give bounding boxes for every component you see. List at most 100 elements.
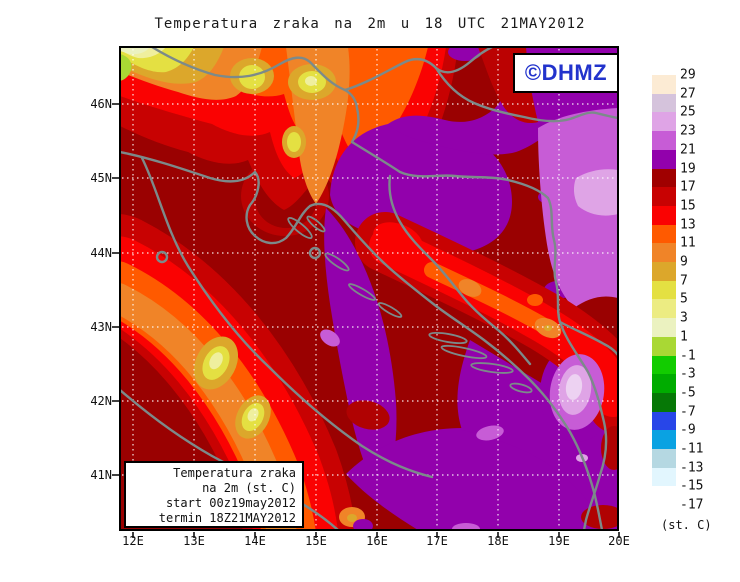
legend-swatch-29: [652, 75, 676, 95]
map-contour-shape: [544, 325, 552, 331]
legend-swatch-9: [652, 262, 676, 282]
legend-label-19: 19: [680, 161, 696, 176]
map-contour-shape: [440, 344, 488, 360]
contour-fills: [120, 47, 618, 530]
legend-label-7: 7: [680, 273, 688, 289]
legend-label-27: 27: [680, 86, 696, 102]
legend-label-11: 11: [680, 235, 696, 251]
axis-ticks: [112, 103, 620, 538]
map-contour-shape: [346, 400, 390, 430]
legend-label--13: -13: [680, 460, 704, 476]
legend-swatch-7: [652, 280, 676, 300]
legend-swatch-25: [652, 112, 676, 132]
map-contour-shape: [120, 54, 132, 81]
lon-label-16E: 16E: [366, 534, 388, 548]
lat-label-45N: 45N: [90, 171, 112, 185]
map-contour-shape: [324, 252, 350, 272]
legend-label-9: 9: [680, 254, 688, 270]
lon-label-18E: 18E: [487, 534, 509, 548]
map-contour-shape: [120, 47, 150, 55]
map-contour-shape: [320, 329, 340, 347]
legend-swatch--9: [652, 430, 676, 450]
lon-label-15E: 15E: [305, 534, 327, 548]
legend-label-25: 25: [680, 104, 696, 120]
map-contour-shape: [573, 169, 618, 216]
info-line-2: na 2m (st. C): [202, 481, 296, 495]
legend-swatch-1: [652, 336, 676, 356]
islands: [287, 215, 533, 394]
legend-swatch-3: [652, 318, 676, 338]
lat-label-41N: 41N: [90, 468, 112, 482]
map-contour-shape: [287, 216, 313, 240]
info-line-4: termin 18Z21MAY2012: [158, 511, 296, 525]
lon-label-12E: 12E: [122, 534, 144, 548]
legend-label-13: 13: [680, 217, 696, 233]
lon-label-14E: 14E: [244, 534, 266, 548]
legend-label-17: 17: [680, 179, 696, 195]
info-line-3: start 00z19may2012: [165, 496, 296, 510]
legend-swatch-21: [652, 149, 676, 169]
border-slovenia: [150, 47, 360, 144]
map-contour-shape: [458, 279, 482, 297]
map-contour-shape: [373, 222, 423, 258]
legend-swatch--5: [652, 392, 676, 413]
map-contour-shape: [353, 519, 373, 530]
map-frame: [119, 46, 619, 531]
legend-swatch--11: [652, 449, 676, 469]
map-contour-shape: [209, 352, 223, 370]
lat-label-46N: 46N: [90, 97, 112, 111]
legend-unit: (st. C): [661, 518, 712, 532]
lat-label-43N: 43N: [90, 320, 112, 334]
map-contour-shape: [428, 331, 468, 345]
map-contour-shape: [476, 425, 504, 441]
legend-label--1: -1: [680, 348, 696, 363]
lon-label-17E: 17E: [426, 534, 448, 548]
legend-swatch-15: [652, 205, 676, 226]
border-bosnia-serbia: [350, 140, 608, 530]
lat-label-44N: 44N: [90, 246, 112, 260]
legend-label-3: 3: [680, 310, 688, 326]
legend-swatch--3: [652, 374, 676, 394]
legend-swatch-19: [652, 168, 676, 188]
map-contour-shape: [527, 294, 543, 306]
map-contour-shape: [306, 215, 326, 233]
map-contour-shape: [348, 283, 376, 301]
legend-swatch-17: [652, 187, 676, 207]
legend-label--5: -5: [680, 385, 696, 401]
map-contour-shape: [452, 523, 480, 530]
legend-label-23: 23: [680, 123, 696, 139]
legend-label--3: -3: [680, 366, 696, 382]
legend-swatch--15: [652, 486, 676, 506]
run-info-box: Temperatura zraka na 2m (st. C) start 00…: [124, 461, 304, 528]
legend-swatch-23: [652, 131, 676, 151]
page-title: Temperatura zraka na 2m u 18 UTC 21MAY20…: [154, 16, 586, 32]
coastlines: [120, 47, 618, 530]
legend-swatch-27: [652, 93, 676, 113]
map-contour-shape: [305, 76, 317, 86]
lake-outline: [155, 250, 169, 264]
italy-adriatic-coast: [140, 156, 434, 479]
legend-label--7: -7: [680, 404, 696, 420]
legend-swatch--7: [652, 411, 676, 431]
dhmz-logo: ©DHMZ: [513, 53, 619, 93]
border-montenegro: [558, 320, 618, 357]
lon-label-13E: 13E: [183, 534, 205, 548]
legend-label--15: -15: [680, 478, 704, 494]
map-contour-shape: [538, 108, 618, 308]
lon-label-20E: 20E: [608, 534, 630, 548]
legend-label--9: -9: [680, 422, 696, 438]
adriatic-coastline: [120, 150, 604, 530]
map-contour-shape: [470, 362, 514, 374]
legend-swatch-11: [652, 243, 676, 263]
legend-label-15: 15: [680, 198, 696, 214]
border-hungary: [434, 66, 618, 123]
dhmz-logo-text: ©DHMZ: [524, 60, 608, 85]
map-contour-shape: [565, 374, 583, 400]
map-contour-shape: [377, 302, 403, 318]
lat-label-42N: 42N: [90, 394, 112, 408]
map-contour-shape: [457, 340, 618, 530]
legend-swatch--13: [652, 467, 676, 487]
legend-label--17: -17: [680, 497, 704, 513]
border-una: [388, 174, 532, 366]
